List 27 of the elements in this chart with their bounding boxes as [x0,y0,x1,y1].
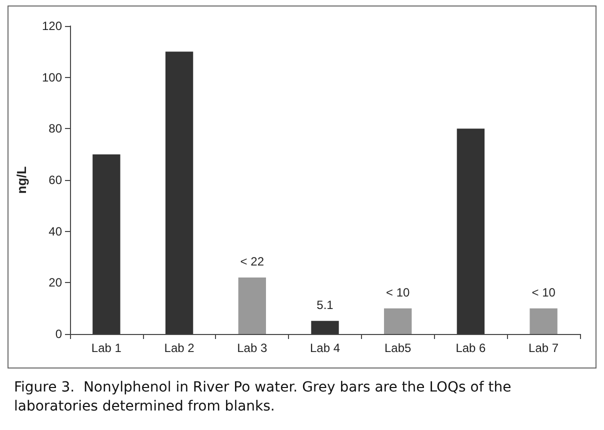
y-tick-label: 0 [55,327,62,341]
x-tick-label: Lab 4 [310,341,340,355]
bar [530,308,558,334]
data-label: 5.1 [316,298,334,312]
bar [384,308,412,334]
data-label: < 22 [240,254,264,269]
bar [456,128,485,334]
x-tick-label: Lab 6 [456,341,486,355]
y-tick-label: 80 [48,122,62,136]
x-tick-label: Lab 7 [528,341,559,355]
data-label: < 10 [532,285,556,300]
y-axis-title: ng/L [14,166,29,194]
bar [165,52,194,334]
y-tick-label: 100 [42,70,62,84]
caption: Figure 3. Nonylphenol in River Po water. Grey bars are the LOQs of the laboratories determined from blanks. [14,380,516,414]
bar [238,278,266,334]
x-tick-label: Lab 1 [91,341,122,355]
y-tick-label: 20 [48,276,62,290]
y-tick-label: 120 [42,19,62,33]
y-tick-label: 60 [48,173,62,187]
bar [92,154,120,334]
x-tick-label: Lab5 [384,341,412,355]
x-tick-label: Lab 2 [164,341,195,355]
y-tick-label: 40 [48,224,62,238]
data-label: < 10 [386,285,410,300]
x-tick-label: Lab 3 [237,341,268,355]
bar [311,320,339,334]
